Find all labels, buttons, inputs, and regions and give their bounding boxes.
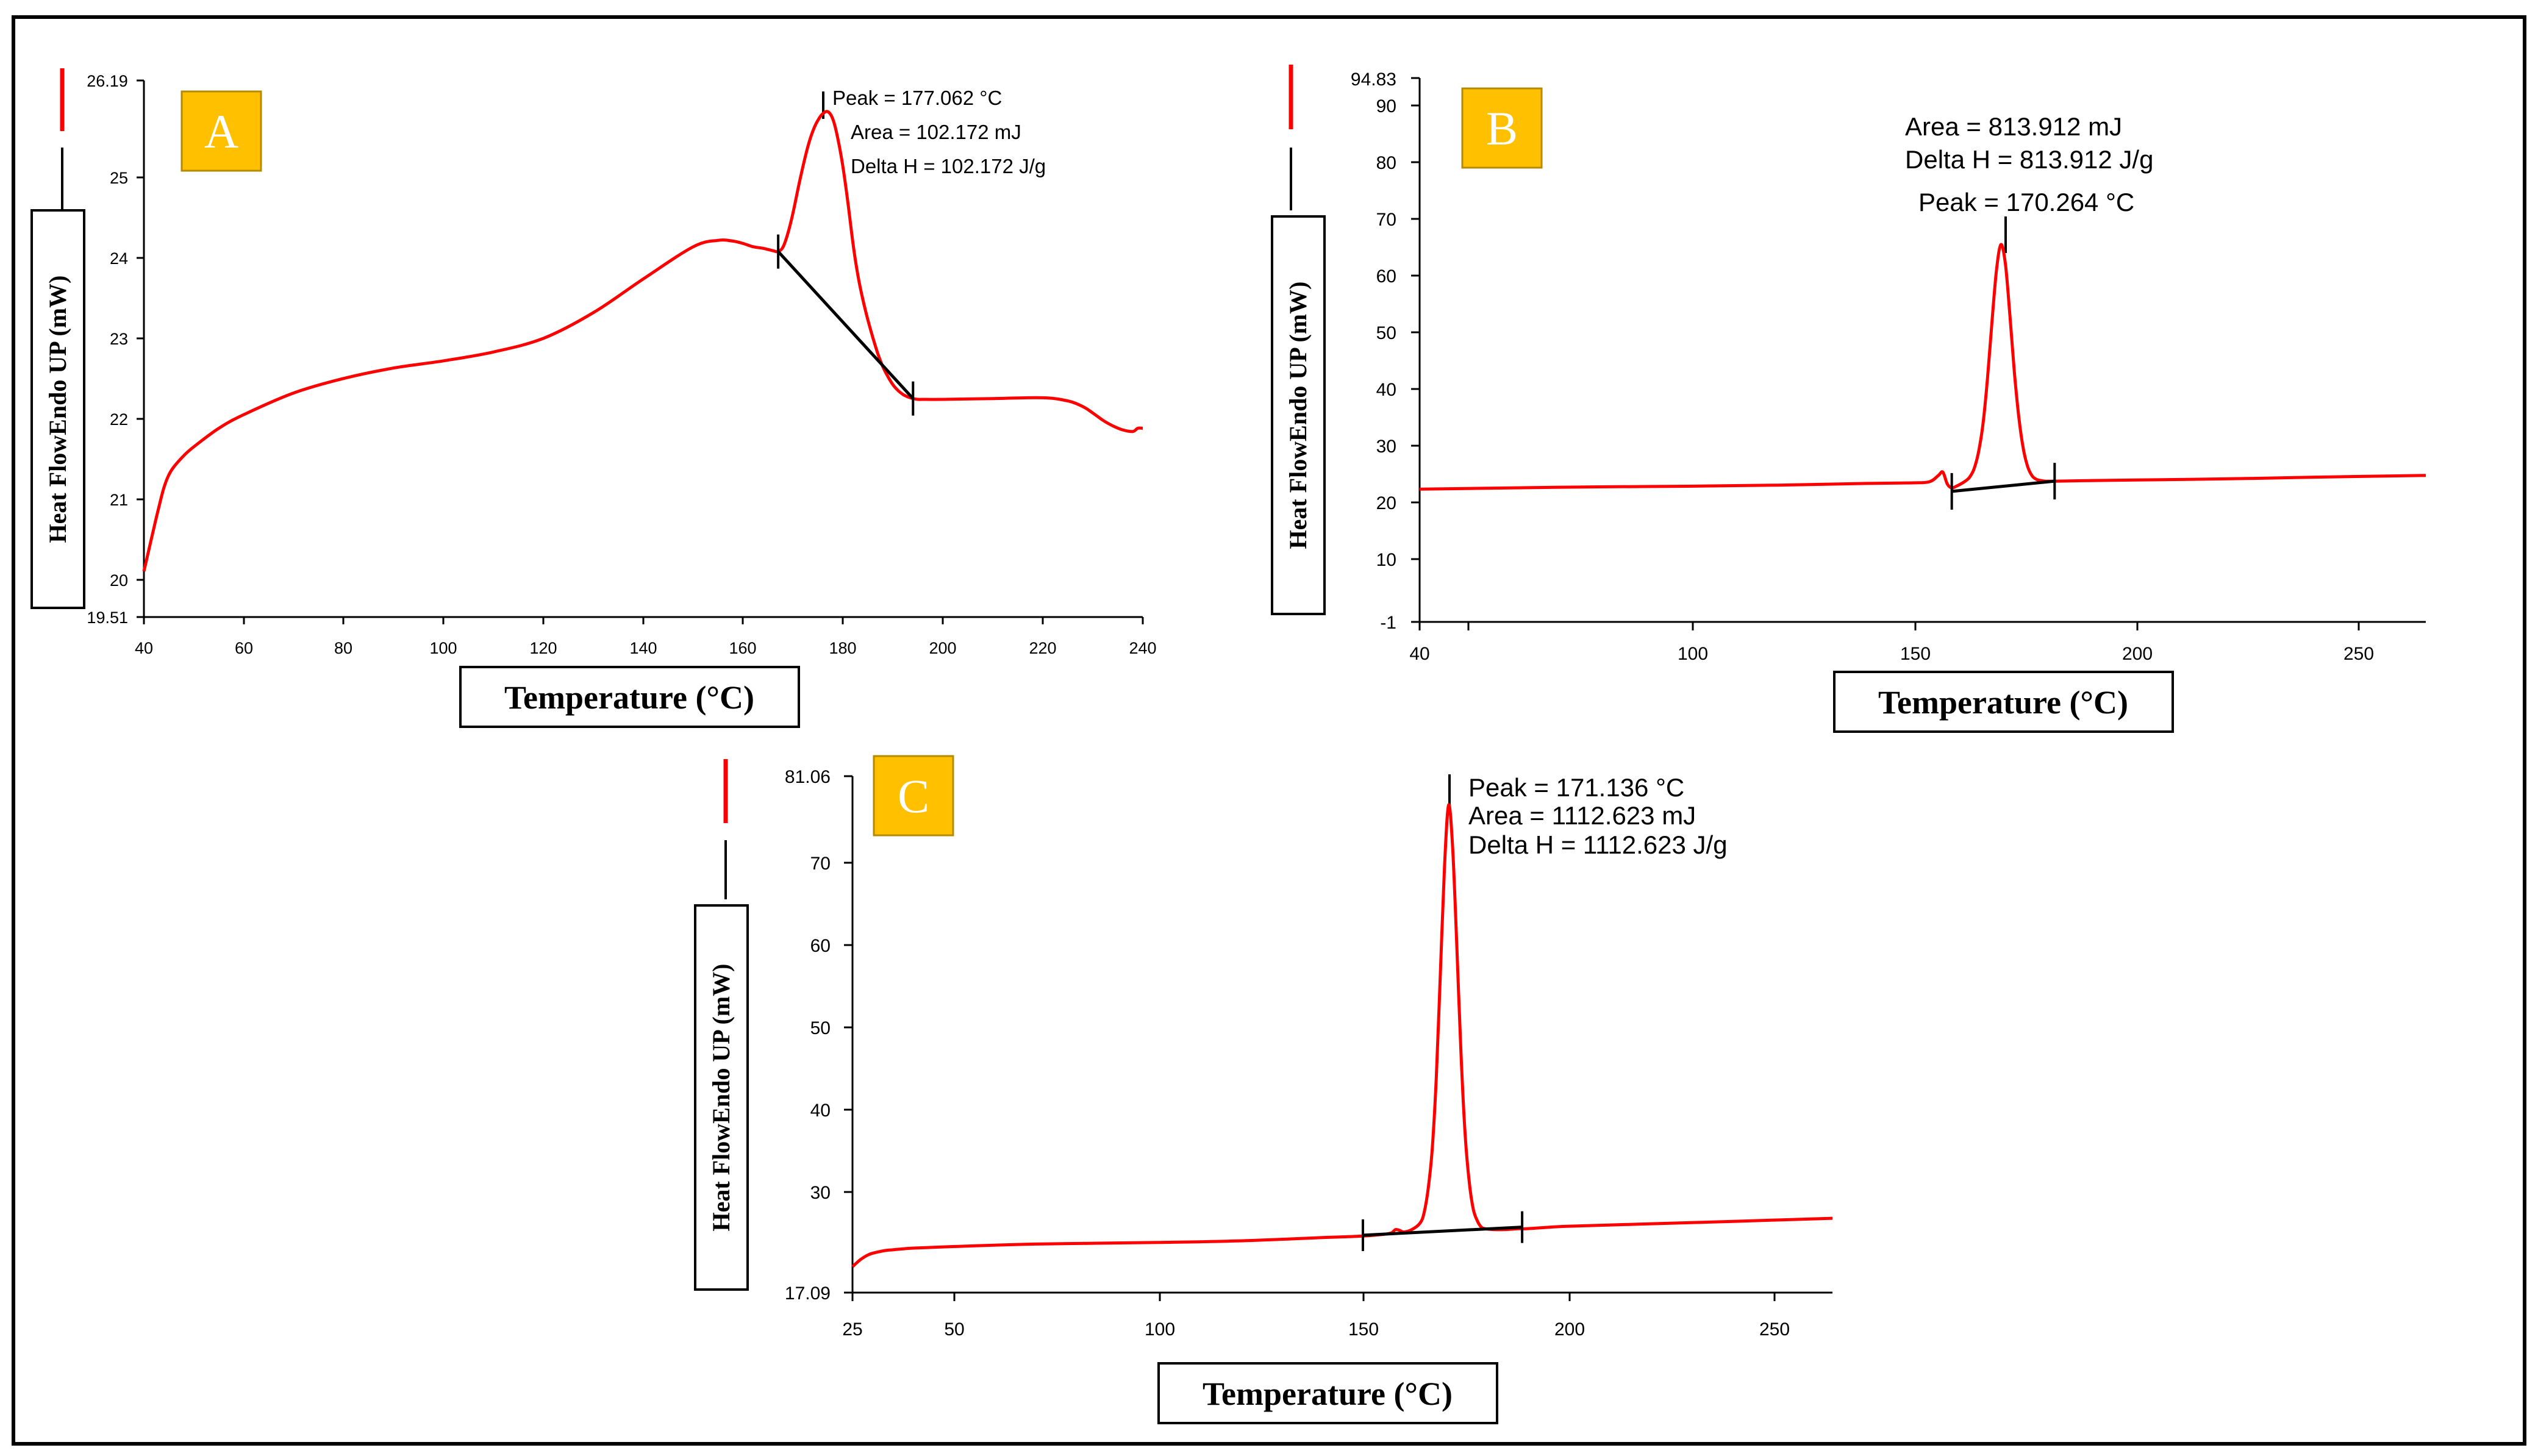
y-tick-marks [137,79,144,618]
area-annotation: Area = 1112.623 mJ [1468,801,1696,830]
panel-badge: A [181,90,262,172]
panel-b: Heat FlowEndo UP (mW) -1 10 20 30 40 50 … [1271,65,2426,733]
y-tick-label: 21 [110,491,128,509]
y-tick-label: 70 [1376,210,1396,230]
panel-badge: C [873,755,954,837]
y-tick-label: 17.09 [785,1283,831,1304]
x-tick-label: 40 [135,639,153,657]
x-tick-label: 250 [1759,1319,1790,1340]
y-tick-labels: -1 10 20 30 40 50 60 70 80 90 94.83 [1351,70,1396,633]
x-tick-label: 100 [429,639,457,657]
baseline-limit-marks [777,234,915,416]
y-tick-label: -1 [1380,613,1396,633]
x-axis-label: Temperature (°C) [1878,684,2128,721]
y-tick-marks [1411,77,1420,623]
x-tick-label: 250 [2343,644,2374,664]
y-tick-label: 90 [1376,96,1396,116]
y-tick-label: 94.83 [1351,70,1396,90]
x-tick-label: 40 [1409,644,1429,664]
peak-annotation: Peak = 171.136 °C [1468,773,1684,802]
y-tick-label: 81.06 [785,767,831,787]
y-tick-label: 23 [110,330,128,348]
panel-c: Heat FlowEndo UP (mW) 17.09 30 40 50 60 … [694,755,1833,1424]
baseline-limit-marks [1361,1211,1524,1251]
x-tick-label: 100 [1145,1319,1175,1340]
y-tick-labels: 19.51 20 21 22 23 24 25 26.19 [87,72,128,627]
y-tick-label: 30 [1376,437,1396,457]
y-axis-label: Heat FlowEndo UP (mW) [707,964,735,1232]
heat-flow-curve [142,110,1143,572]
y-axis-label: Heat FlowEndo UP (mW) [1284,282,1312,549]
panel-a: Heat FlowEndo UP (mW) 19.51 20 21 22 23 … [30,68,1157,728]
x-tick-marks [851,1293,1776,1301]
panel-badge: B [1461,87,1543,169]
svg-text:C: C [898,769,929,823]
x-tick-label: 80 [334,639,352,657]
x-tick-marks [143,617,1144,624]
x-tick-label: 240 [1129,639,1156,657]
y-tick-label: 20 [110,571,128,590]
y-tick-label: 50 [1376,323,1396,343]
y-tick-label: 40 [810,1101,831,1121]
x-tick-label: 140 [629,639,657,657]
integration-baseline [777,250,915,400]
x-tick-label: 220 [1029,639,1056,657]
x-tick-label: 25 [842,1319,862,1340]
x-tick-labels: 40 60 80 100 120 140 160 180 200 220 240 [135,639,1157,657]
y-tick-label: 20 [1376,493,1396,513]
x-tick-label: 160 [729,639,756,657]
x-axis-label: Temperature (°C) [1203,1376,1453,1412]
x-axis-title: Temperature (°C) [459,666,800,728]
x-axis-title: Temperature (°C) [1833,671,2174,733]
peak-annotation: Peak = 170.264 °C [1918,188,2134,216]
y-tick-label: 30 [810,1183,831,1203]
x-axis-title: Temperature (°C) [1157,1362,1498,1424]
x-tick-label: 50 [944,1319,964,1340]
x-tick-label: 200 [929,639,956,657]
delta-h-annotation: Delta H = 813.912 J/g [1905,145,2153,174]
y-axis-label: Heat FlowEndo UP (mW) [44,276,71,543]
integration-baseline [1362,1226,1523,1237]
baseline-limit-marks [1950,463,2056,510]
x-tick-marks [1418,622,2360,630]
svg-text:A: A [204,105,238,158]
x-tick-label: 150 [1348,1319,1379,1340]
x-axis-label: Temperature (°C) [504,679,754,716]
y-tick-label: 24 [110,249,128,268]
y-tick-label: 22 [110,410,128,429]
x-tick-label: 150 [1900,644,1931,664]
y-tick-label: 50 [810,1018,831,1038]
y-tick-label: 40 [1376,380,1396,400]
x-tick-labels: 40 100 150 200 250 [1409,644,2374,664]
y-tick-label: 80 [1376,153,1396,173]
x-tick-label: 180 [829,639,856,657]
y-tick-label: 26.19 [87,72,128,90]
y-axis-title: Heat FlowEndo UP (mW) [694,904,749,1291]
y-tick-label: 10 [1376,550,1396,570]
x-tick-label: 100 [1678,644,1708,664]
x-tick-label: 60 [235,639,253,657]
x-tick-label: 120 [529,639,557,657]
y-axis-title: Heat FlowEndo UP (mW) [30,209,85,609]
x-tick-label: 200 [1554,1319,1585,1340]
y-tick-label: 70 [810,854,831,874]
y-tick-label: 25 [110,169,128,187]
delta-h-annotation: Delta H = 1112.623 J/g [1468,830,1728,859]
x-tick-label: 200 [2122,644,2153,664]
integration-baseline [1951,479,2055,493]
peak-annotation: Peak = 177.062 °C [832,87,1002,109]
figure-border [12,15,2526,1446]
area-annotation: Area = 813.912 mJ [1905,112,2122,141]
y-tick-label: 60 [810,936,831,956]
y-axis-title: Heat FlowEndo UP (mW) [1271,215,1326,615]
delta-h-annotation: Delta H = 102.172 J/g [851,155,1046,177]
svg-text:B: B [1486,102,1518,155]
y-tick-labels: 17.09 30 40 50 60 70 81.06 [785,767,831,1304]
y-tick-label: 60 [1376,266,1396,287]
y-tick-marks [844,775,853,1294]
y-tick-label: 19.51 [87,608,128,627]
x-tick-labels: 25 50 100 150 200 250 [842,1319,1790,1340]
area-annotation: Area = 102.172 mJ [851,121,1021,143]
